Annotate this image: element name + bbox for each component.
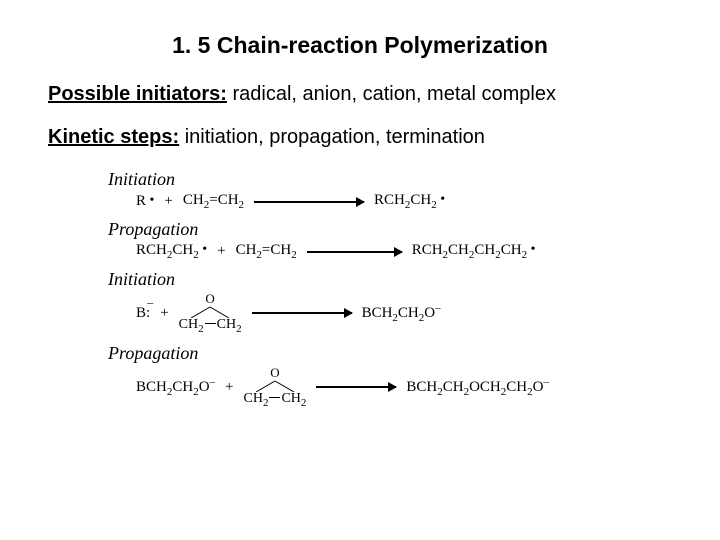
- initiators-text: radical, anion, cation, metal complex: [227, 83, 556, 105]
- species-dimer-anion: BCH2CH2OCH2CH2O–: [406, 376, 549, 398]
- rxn-radical-propagation: RCH2CH2 + CH2=CH2 RCH2CH2CH2CH2: [136, 242, 672, 261]
- scheme-label-initiation-2: Initiation: [108, 269, 672, 290]
- steps-label: Kinetic steps:: [48, 126, 179, 148]
- rxn-radical-initiation: R + CH2=CH2 RCH2CH2: [136, 192, 672, 211]
- scheme-label-propagation-1: Propagation: [108, 219, 672, 240]
- arrow-icon: [307, 251, 402, 253]
- species-epoxide-1: O CH2CH2: [179, 292, 242, 335]
- plus: +: [217, 243, 225, 260]
- species-BCH2CH2O-anion: BCH2CH2O–: [362, 302, 441, 324]
- arrow-icon: [254, 201, 364, 203]
- rxn-anion-propagation: BCH2CH2O– + O CH2CH2 BCH2CH2OCH2CH2O–: [136, 366, 672, 409]
- scheme-label-initiation-1: Initiation: [108, 169, 672, 190]
- species-B-anion: B:: [136, 305, 150, 322]
- arrow-icon: [252, 312, 352, 314]
- page-title: 1. 5 Chain-reaction Polymerization: [48, 32, 672, 59]
- initiators-label: Possible initiators:: [48, 83, 227, 105]
- species-RCH2x4-rad: RCH2CH2CH2CH2: [412, 242, 536, 261]
- plus: +: [225, 379, 233, 396]
- reaction-schemes: Initiation R + CH2=CH2 RCH2CH2 Propagati…: [108, 169, 672, 409]
- initiators-line: Possible initiators: radical, anion, cat…: [48, 83, 672, 106]
- species-BCH2CH2O-anion-2: BCH2CH2O–: [136, 376, 215, 398]
- steps-text: initiation, propagation, termination: [179, 126, 485, 148]
- arrow-icon: [316, 386, 396, 388]
- species-ethylene-2: CH2=CH2: [236, 242, 297, 261]
- species-R-radical: R: [136, 193, 154, 210]
- species-epoxide-2: O CH2CH2: [244, 366, 307, 409]
- scheme-label-propagation-2: Propagation: [108, 343, 672, 364]
- rxn-anion-initiation: B: + O CH2CH2 BCH2CH2O–: [136, 292, 672, 335]
- plus: +: [164, 193, 172, 210]
- steps-line: Kinetic steps: initiation, propagation, …: [48, 126, 672, 149]
- plus: +: [160, 305, 168, 322]
- species-RCH2CH2-rad: RCH2CH2: [374, 192, 445, 211]
- species-ethylene-1: CH2=CH2: [183, 192, 244, 211]
- species-RCH2CH2-rad-2: RCH2CH2: [136, 242, 207, 261]
